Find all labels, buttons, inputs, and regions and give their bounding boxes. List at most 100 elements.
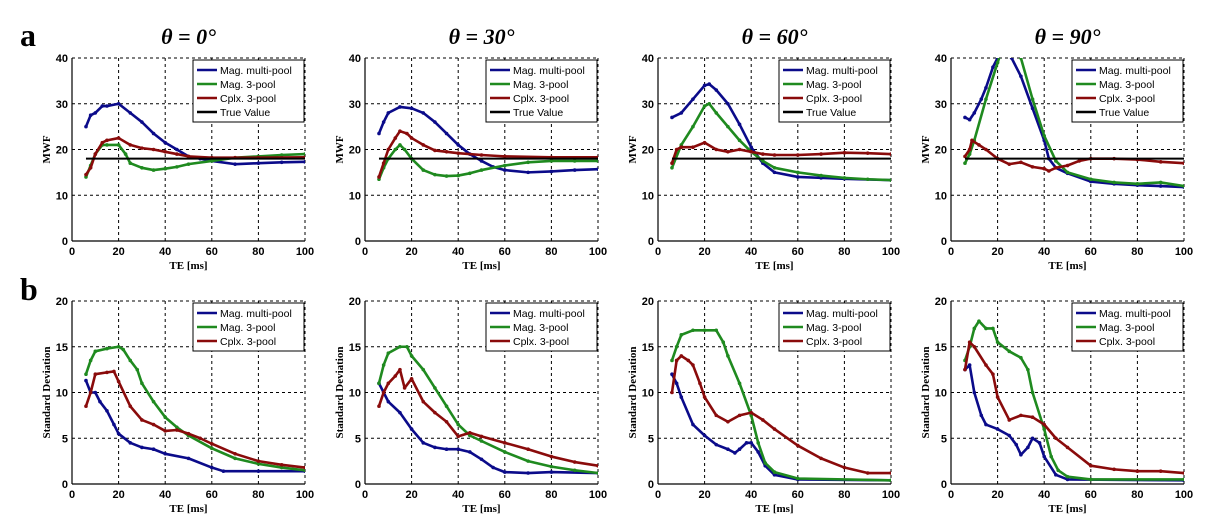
legend: Mag. multi-pool Mag. 3-pool Cplx. 3-pool xyxy=(778,302,891,352)
legend-entry: Mag. 3-pool xyxy=(513,79,568,91)
data-point xyxy=(749,441,753,445)
data-point xyxy=(842,176,847,180)
data-point xyxy=(963,154,967,159)
x-tick-label: 40 xyxy=(1038,489,1050,501)
data-point xyxy=(433,172,437,177)
data-point xyxy=(398,129,402,133)
series-group xyxy=(670,328,891,483)
x-tick-label: 20 xyxy=(698,246,710,258)
chart-1: 0 20 40 60 80 100 0 10 20 30 40 TE [ms] MWF θ = 0° Mag… xyxy=(41,24,314,272)
x-tick-label: 80 xyxy=(838,246,850,258)
y-tick-label: 10 xyxy=(642,190,654,202)
x-tick-label: 80 xyxy=(545,489,557,501)
y-tick-label: 0 xyxy=(355,479,361,491)
data-point xyxy=(503,450,507,454)
data-point xyxy=(1089,477,1093,482)
data-point xyxy=(151,147,156,152)
x-tick-label: 80 xyxy=(838,489,850,501)
data-point xyxy=(123,152,128,156)
data-point xyxy=(221,469,226,473)
data-point xyxy=(1049,454,1053,459)
data-point xyxy=(84,124,88,129)
data-point xyxy=(175,147,179,152)
data-point xyxy=(88,113,93,117)
data-point xyxy=(1007,433,1012,438)
x-tick-label: 20 xyxy=(112,246,124,258)
series-line-mag-3-pool xyxy=(377,143,598,180)
x-tick-label: 100 xyxy=(589,246,607,258)
x-tick-label: 40 xyxy=(159,489,171,501)
data-point xyxy=(691,422,695,427)
data-point xyxy=(995,427,1000,431)
data-point xyxy=(93,349,98,354)
data-point xyxy=(151,447,156,452)
data-point xyxy=(456,173,461,178)
data-point xyxy=(691,124,695,129)
data-point xyxy=(1054,166,1058,170)
data-point xyxy=(468,171,472,176)
data-point xyxy=(468,450,472,454)
y-tick-label: 20 xyxy=(56,296,68,308)
data-point xyxy=(967,152,972,156)
data-point xyxy=(433,120,437,124)
data-point xyxy=(702,83,707,88)
y-tick-label: 5 xyxy=(355,433,361,445)
data-point xyxy=(456,447,461,452)
data-point xyxy=(503,154,507,159)
data-point xyxy=(116,143,121,147)
data-point xyxy=(526,459,530,463)
data-point xyxy=(433,386,437,390)
data-point xyxy=(865,177,870,182)
data-point xyxy=(121,347,126,352)
y-axis-label: MWF xyxy=(627,135,639,163)
x-tick-label: 0 xyxy=(362,246,368,258)
data-point xyxy=(479,439,484,443)
data-point xyxy=(409,136,414,140)
y-tick-label: 40 xyxy=(56,53,68,65)
x-tick-label: 0 xyxy=(948,246,954,258)
x-tick-label: 60 xyxy=(792,489,804,501)
data-point xyxy=(737,122,742,127)
x-tick-label: 0 xyxy=(69,489,75,501)
data-point xyxy=(1158,180,1163,185)
data-point xyxy=(1042,422,1046,427)
x-axis-label: TE [ms] xyxy=(755,503,793,515)
panel-label-a: a xyxy=(20,17,36,53)
y-tick-label: 20 xyxy=(56,145,68,157)
y-tick-label: 40 xyxy=(642,53,654,65)
data-point xyxy=(702,140,707,145)
data-point xyxy=(1000,47,1004,51)
data-point xyxy=(479,457,484,462)
data-point xyxy=(865,151,870,155)
data-point xyxy=(377,404,381,409)
y-tick-label: 30 xyxy=(56,99,68,111)
data-point xyxy=(303,160,305,164)
data-point xyxy=(105,104,109,108)
x-tick-label: 20 xyxy=(112,489,124,501)
data-point xyxy=(279,153,284,157)
data-point xyxy=(1030,97,1035,101)
legend-entry: Mag. multi-pool xyxy=(1099,308,1171,320)
x-axis-label: TE [ms] xyxy=(1048,260,1086,272)
data-point xyxy=(405,344,409,349)
data-point xyxy=(967,363,972,367)
data-point xyxy=(698,381,702,386)
data-point xyxy=(1065,163,1070,168)
data-point xyxy=(398,344,402,349)
legend-entry: Cplx. 3-pool xyxy=(220,93,276,105)
legend-entry: Cplx. 3-pool xyxy=(513,336,569,348)
legend-entry: Mag. 3-pool xyxy=(513,322,568,334)
data-point xyxy=(444,131,449,136)
data-point xyxy=(1019,413,1023,418)
data-point xyxy=(967,147,972,152)
y-tick-label: 10 xyxy=(642,388,654,400)
data-point xyxy=(991,372,995,377)
data-point xyxy=(991,65,995,69)
data-point xyxy=(670,390,674,395)
data-point xyxy=(112,369,116,374)
data-point xyxy=(596,159,598,163)
data-point xyxy=(726,101,730,106)
data-point xyxy=(409,427,414,431)
data-point xyxy=(503,470,507,474)
data-point xyxy=(163,429,167,433)
